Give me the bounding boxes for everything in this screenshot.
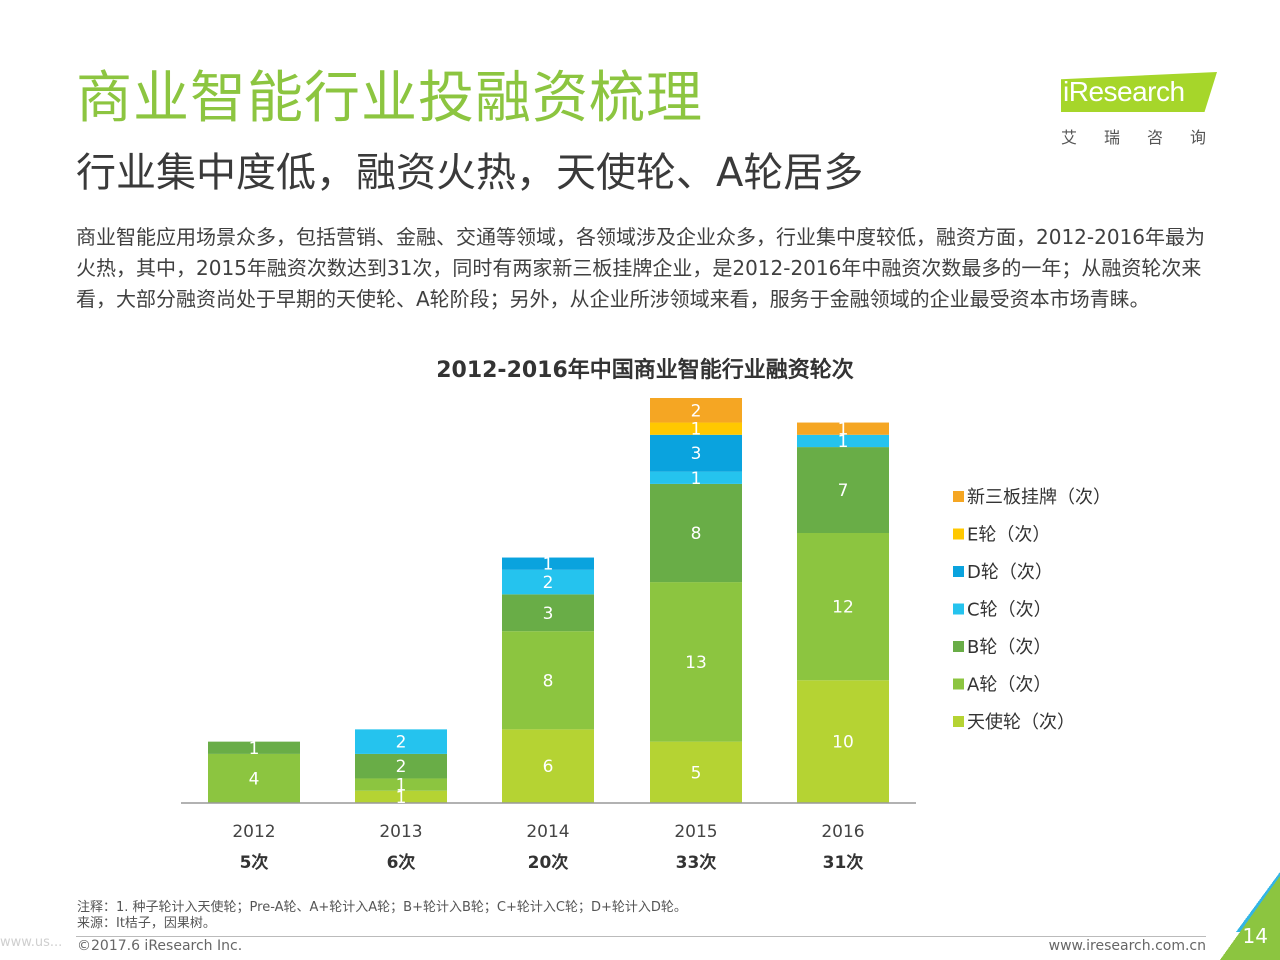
data-label: 1 xyxy=(838,432,849,452)
stacked-bar-chart: 4120125次112220136次68321201420次5138131220… xyxy=(181,398,1111,873)
bar-2015-series-0 xyxy=(650,741,742,803)
data-label: 8 xyxy=(543,671,554,691)
bar-2015-series-6 xyxy=(650,398,742,423)
bar-2014-series-0 xyxy=(502,729,594,803)
bar-2013-series-2 xyxy=(355,753,447,779)
bar-2014-series-2 xyxy=(502,594,594,632)
data-label: 8 xyxy=(691,524,702,544)
bar-2015-series-1 xyxy=(650,582,742,742)
bar-2015-series-3 xyxy=(650,471,742,484)
bar-2013-series-0 xyxy=(355,790,447,803)
website-link[interactable]: www.iresearch.com.cn xyxy=(1048,938,1206,954)
x-tick-label: 2016 xyxy=(821,822,864,842)
total-label: 20次 xyxy=(528,852,569,873)
legend-label: D轮（次） xyxy=(967,562,1053,583)
data-label: 2 xyxy=(691,401,702,421)
iresearch-logo: iResearch 艾瑞咨询 xyxy=(1055,66,1225,151)
data-label: 5 xyxy=(691,763,702,783)
bar-2015-series-2 xyxy=(650,483,742,583)
bar-2012-series-2 xyxy=(208,741,300,754)
bar-2014-series-1 xyxy=(502,631,594,730)
data-label: 13 xyxy=(685,653,707,673)
bar-2014-series-4 xyxy=(502,557,594,570)
copyright-text: ©2017.6 iResearch Inc. xyxy=(77,938,243,954)
bar-2016-series-3 xyxy=(797,434,889,448)
legend-swatch xyxy=(953,566,964,577)
legend-label: E轮（次） xyxy=(967,525,1050,546)
total-label: 33次 xyxy=(676,852,717,873)
data-label: 1 xyxy=(396,788,407,808)
total-label: 6次 xyxy=(387,852,416,873)
data-label: 3 xyxy=(691,444,702,464)
data-label: 2 xyxy=(396,757,407,777)
x-tick-label: 2014 xyxy=(526,822,569,842)
description-text: 商业智能应用场景众多，包括营销、金融、交通等领域，各领域涉及企业众多，行业集中度… xyxy=(76,225,1206,311)
data-label: 6 xyxy=(543,757,554,777)
bar-2016-series-1 xyxy=(797,533,889,681)
chart-title: 2012-2016年中国商业智能行业融资轮次 xyxy=(436,358,854,383)
legend-label: B轮（次） xyxy=(967,637,1051,658)
data-label: 3 xyxy=(543,604,554,624)
data-label: 2 xyxy=(543,573,554,593)
legend-swatch xyxy=(953,491,964,502)
bar-2013-series-3 xyxy=(355,729,447,754)
data-label: 1 xyxy=(249,739,260,759)
legend-label: C轮（次） xyxy=(967,600,1052,621)
data-label: 10 xyxy=(832,733,854,753)
legend-swatch xyxy=(953,678,964,690)
data-label: 1 xyxy=(838,420,849,440)
total-label: 31次 xyxy=(823,852,864,873)
footer-source: 来源：It桔子，因果树。 xyxy=(77,916,216,931)
legend-swatch xyxy=(953,641,964,652)
total-label: 5次 xyxy=(240,852,269,873)
data-label: 2 xyxy=(396,733,407,753)
data-label: 1 xyxy=(543,555,554,575)
logo-badge xyxy=(1061,72,1217,112)
bar-2016-series-0 xyxy=(797,680,889,803)
footer-note: 注释：1. 种子轮计入天使轮；Pre-A轮、A+轮计入A轮；B+轮计入B轮；C+… xyxy=(77,900,687,915)
x-tick-label: 2015 xyxy=(674,822,717,842)
bar-2016-series-2 xyxy=(797,447,889,533)
bar-2016-series-6 xyxy=(797,422,889,435)
data-label: 1 xyxy=(691,420,702,440)
legend-label: 天使轮（次） xyxy=(967,712,1075,733)
footer-notes: 注释：1. 种子轮计入天使轮；Pre-A轮、A+轮计入A轮；B+轮计入B轮；C+… xyxy=(77,900,687,932)
legend-swatch xyxy=(953,528,964,540)
page-number: 14 xyxy=(1242,924,1268,948)
data-label: 7 xyxy=(838,481,849,501)
data-label: 1 xyxy=(396,776,407,796)
watermark-text: www.us... xyxy=(0,935,63,950)
page-title: 商业智能行业投融资梳理 xyxy=(76,66,703,131)
footer-divider xyxy=(76,936,1206,937)
legend-swatch xyxy=(953,716,964,727)
logo-subtext: 艾瑞咨询 xyxy=(1061,128,1234,147)
x-tick-label: 2012 xyxy=(232,822,275,842)
bar-2014-series-3 xyxy=(502,569,594,595)
bar-2015-series-4 xyxy=(650,434,742,472)
data-label: 12 xyxy=(832,598,854,618)
data-label: 1 xyxy=(691,469,702,489)
page-corner-accent-green xyxy=(1220,876,1280,960)
legend-label: A轮（次） xyxy=(967,675,1051,696)
x-tick-label: 2013 xyxy=(379,822,422,842)
page-subtitle: 行业集中度低，融资火热，天使轮、A轮居多 xyxy=(76,150,864,196)
legend-swatch xyxy=(953,603,964,615)
bar-2012-series-1 xyxy=(208,753,300,803)
logo-text: iResearch xyxy=(1063,76,1185,107)
bar-2013-series-1 xyxy=(355,778,447,791)
legend-label: 新三板挂牌（次） xyxy=(967,487,1111,508)
bar-2015-series-5 xyxy=(650,422,742,435)
data-label: 4 xyxy=(249,769,260,789)
